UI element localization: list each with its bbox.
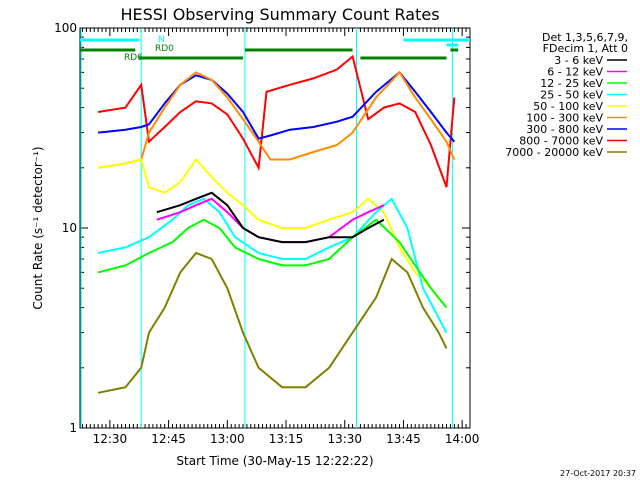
x-tick-label: 14:00 (445, 432, 480, 446)
legend-label: 6 - 12 keV (547, 66, 603, 79)
series-line (97, 70, 456, 143)
y-tick-label: 100 (54, 21, 77, 35)
y-axis: 1 10 100 (54, 21, 470, 435)
series-line (156, 197, 385, 244)
x-tick-label: 13:30 (327, 432, 362, 446)
y-tick-label: 10 (62, 221, 77, 235)
y-axis-label: Count Rate (s⁻¹ detector⁻¹) (31, 146, 45, 309)
status-bar-label: N (158, 35, 165, 45)
series-line (97, 54, 456, 188)
legend-label: 7000 - 20000 keV (505, 146, 603, 159)
status-bar-label: RD6 (124, 53, 143, 63)
legend-label: 800 - 7000 keV (519, 135, 603, 148)
x-tick-label: 12:45 (151, 432, 186, 446)
legend-label: 300 - 800 keV (526, 123, 603, 136)
x-axis-label: Start Time (30-May-15 12:22:22) (176, 454, 373, 468)
legend-label: 100 - 300 keV (526, 112, 603, 125)
series-line (97, 197, 448, 334)
plot-area: 1 10 100 12:30 12:45 13:00 13:15 13:30 13:45 14:… (54, 21, 479, 446)
series-line (97, 157, 448, 309)
y-tick-label: 1 (69, 421, 77, 435)
legend-header-line-2: FDecim 1, Att 0 (543, 42, 628, 55)
legend-label: 50 - 100 keV (533, 100, 603, 113)
x-tick-label: 12:30 (93, 432, 128, 446)
status-bar-label: RD0 (155, 44, 174, 54)
x-tick-label: 13:15 (269, 432, 304, 446)
legend-label: 12 - 25 keV (540, 77, 603, 90)
series-group (97, 54, 456, 394)
vertical-markers (80, 28, 453, 428)
series-line (97, 70, 456, 169)
x-axis: 12:30 12:45 13:00 13:15 13:30 13:45 14:00 (81, 28, 480, 446)
legend: Det 1,3,5,6,7,9, FDecim 1, Att 0 3 - 6 k… (505, 31, 628, 159)
chart-title: HESSI Observing Summary Count Rates (120, 5, 439, 24)
footer-timestamp: 27-Oct-2017 20:37 (560, 469, 636, 478)
legend-label: 25 - 50 keV (540, 89, 603, 102)
legend-label: 3 - 6 keV (554, 54, 603, 67)
x-tick-label: 13:45 (386, 432, 421, 446)
legend-header-line-1: Det 1,3,5,6,7,9, (542, 31, 628, 44)
x-tick-label: 13:00 (210, 432, 245, 446)
series-line (156, 191, 385, 244)
series-line (97, 218, 448, 309)
series-line (97, 251, 448, 394)
